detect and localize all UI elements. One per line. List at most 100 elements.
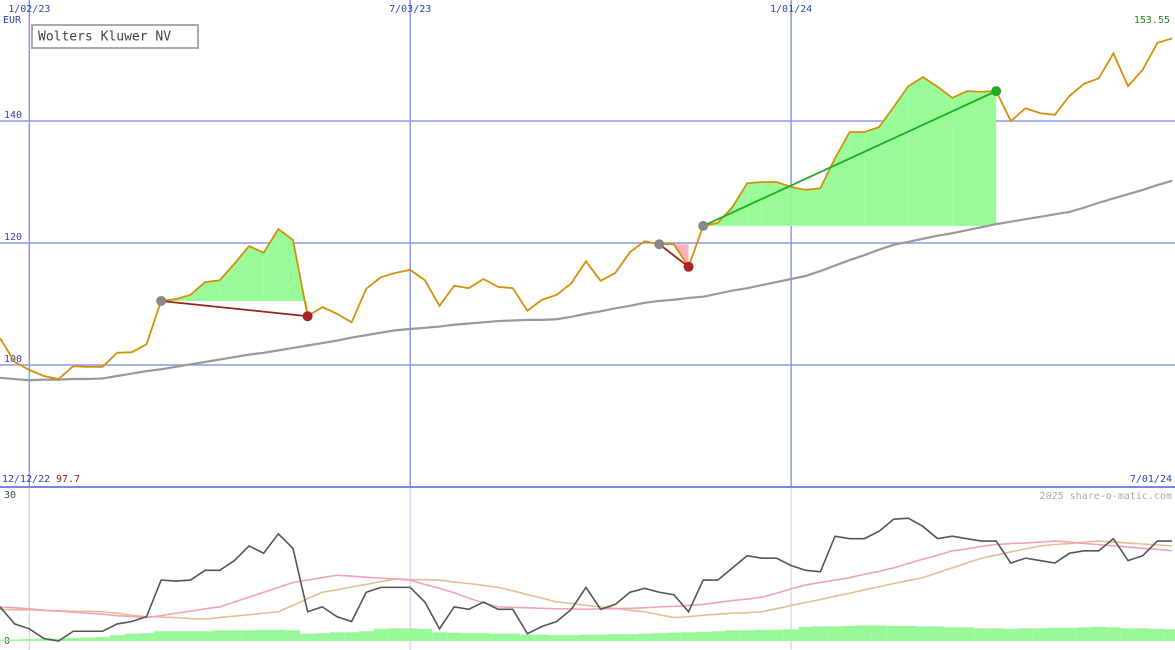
- volume-bar: [183, 631, 198, 641]
- volume-bar: [1091, 626, 1107, 641]
- volume-bar: [681, 632, 696, 641]
- trade-fill: [747, 182, 762, 226]
- trade-fill: [219, 263, 235, 301]
- volume-bar: [139, 633, 154, 641]
- volume-bar: [241, 630, 257, 641]
- volume-bar: [168, 631, 184, 641]
- volume-bar: [1150, 628, 1165, 641]
- trade-line: [658, 243, 690, 268]
- volume-bar: [446, 632, 462, 641]
- volume-bar: [124, 633, 140, 641]
- volume-bar: [461, 633, 477, 641]
- volume-bar: [1076, 627, 1092, 641]
- volume-bar: [373, 628, 389, 641]
- volume-bar: [285, 630, 301, 641]
- trade-fill: [820, 158, 836, 226]
- trade-fill: [937, 86, 953, 226]
- trade-fill: [278, 228, 293, 301]
- volume-bar: [988, 628, 1004, 641]
- trade-fill: [922, 77, 938, 226]
- volume-bar: [944, 627, 960, 641]
- volume-bar: [769, 629, 784, 641]
- x-tick-label: 7/03/23: [389, 4, 431, 15]
- credit: 2025 share-o-matic.com: [1040, 491, 1172, 502]
- volume-bar: [417, 628, 433, 641]
- volume-bar: [300, 633, 315, 641]
- volume-bar: [476, 633, 491, 641]
- unit-label: EUR: [3, 15, 22, 26]
- average-line: [0, 179, 1173, 382]
- trade-fill: [966, 91, 982, 226]
- trade-fill: [805, 188, 821, 226]
- volume-bar: [564, 635, 579, 641]
- trade-fill: [205, 280, 220, 301]
- volume-bar: [490, 633, 506, 641]
- volume-bar: [1106, 627, 1121, 641]
- x-tick-label: 1/02/23: [8, 4, 50, 15]
- trade-fill: [835, 131, 850, 226]
- trade-fill: [849, 131, 865, 226]
- volume-bar: [109, 635, 125, 641]
- indicator-line: [0, 540, 1173, 619]
- volume-bar: [1003, 628, 1019, 641]
- volume-bar: [651, 633, 667, 641]
- volume-bar: [886, 625, 901, 641]
- trade-line: [161, 300, 308, 318]
- volume-bar: [344, 632, 359, 641]
- min-value-label: 97.7: [56, 474, 80, 485]
- y-tick-label: 30: [4, 490, 16, 501]
- volume-bar: [36, 638, 52, 641]
- y-tick-label: 0: [4, 636, 10, 647]
- exit-point: [302, 311, 313, 322]
- x-tick-label: 1/01/24: [770, 4, 812, 15]
- indicator-line: [0, 517, 1172, 642]
- exit-point: [991, 86, 1002, 97]
- volume-bar: [798, 626, 814, 641]
- trade-fill: [981, 91, 997, 226]
- trade-line: [702, 90, 997, 227]
- volume-bar: [95, 637, 110, 641]
- indicator-line: [0, 540, 1173, 620]
- y-tick-label: 140: [4, 110, 22, 121]
- y-tick-label: 120: [4, 232, 22, 243]
- trade-fill: [249, 246, 264, 301]
- trade-fill: [893, 86, 909, 226]
- volume-bar: [520, 634, 535, 641]
- trade-fill: [879, 106, 894, 226]
- entry-point: [156, 295, 167, 306]
- price-line: [0, 37, 1173, 381]
- entry-point: [654, 239, 665, 250]
- volume-bar: [7, 639, 22, 641]
- last-value-label: 153.55: [1134, 15, 1170, 26]
- volume-bar: [813, 626, 828, 641]
- chart-title: Wolters Kluwer NV: [38, 30, 171, 45]
- start-date: 12/12/22: [2, 474, 50, 485]
- volume-bar: [358, 631, 374, 641]
- volume-bar: [1018, 628, 1033, 641]
- volume-bar: [827, 626, 843, 641]
- volume-bar: [51, 638, 66, 641]
- volume-bar: [432, 632, 447, 641]
- volume-bar: [1047, 627, 1063, 641]
- volume-bar: [329, 632, 345, 641]
- volume-bar: [739, 630, 755, 641]
- volume-bar: [915, 626, 931, 641]
- volume-bar: [974, 628, 989, 641]
- trade-fill: [791, 186, 806, 226]
- volume-bar: [271, 629, 286, 641]
- volume-bar: [212, 630, 228, 641]
- volume-bar: [1032, 628, 1048, 641]
- volume-bar: [959, 627, 975, 641]
- volume-bar: [783, 629, 799, 641]
- volume-bar: [622, 634, 638, 641]
- volume-bar: [505, 633, 521, 641]
- volume-bar: [857, 625, 872, 641]
- volume-bar: [871, 625, 887, 641]
- volume-bar: [534, 634, 550, 641]
- volume-bar: [1062, 627, 1077, 641]
- volume-bar: [695, 631, 711, 641]
- volume-bar: [607, 634, 623, 641]
- volume-bar: [388, 628, 403, 641]
- entry-point: [698, 220, 709, 231]
